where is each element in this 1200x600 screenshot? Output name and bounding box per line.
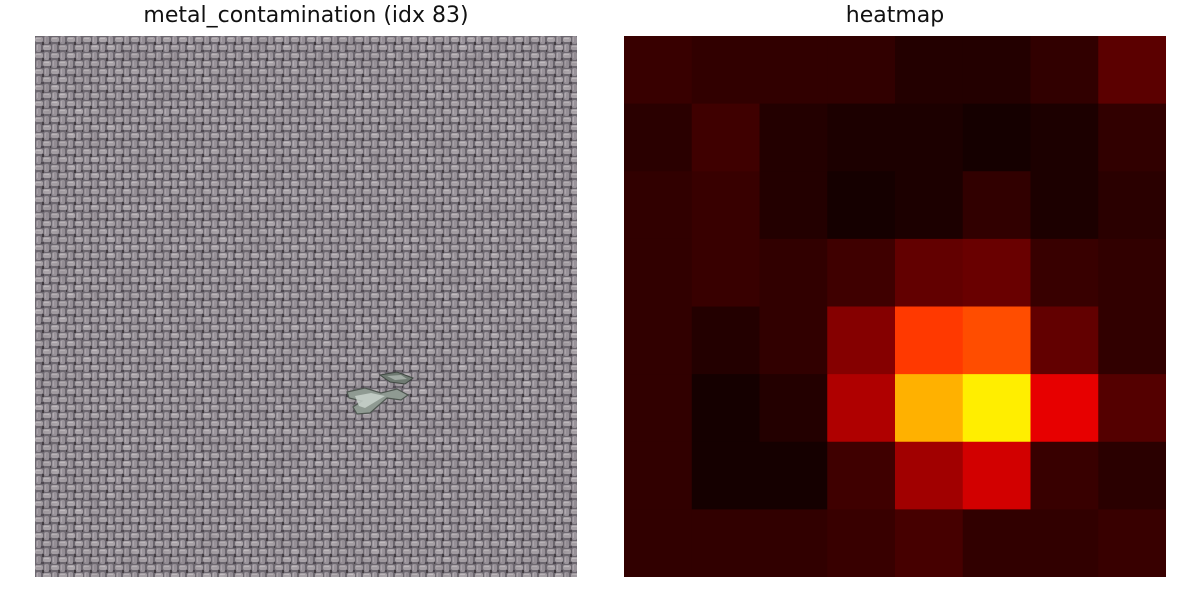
heatmap-cell (624, 239, 692, 307)
heatmap-cell (827, 104, 895, 172)
heatmap-panel (624, 36, 1166, 577)
heatmap-cell (760, 509, 828, 577)
heatmap-cell (827, 374, 895, 442)
heatmap-cell (1031, 374, 1099, 442)
heatmap-cell (895, 239, 963, 307)
heatmap-cell (1031, 171, 1099, 239)
heatmap-cell (895, 36, 963, 104)
heatmap-cell (895, 509, 963, 577)
heatmap-cell (895, 374, 963, 442)
heatmap-cell (895, 104, 963, 172)
heatmap-cell (1098, 104, 1166, 172)
heatmap-cell (827, 171, 895, 239)
heatmap-cell (963, 239, 1031, 307)
heatmap-cell (760, 374, 828, 442)
fabric-image-panel (35, 36, 577, 577)
heatmap-cell (827, 442, 895, 510)
heatmap-cell (895, 171, 963, 239)
heatmap-cell (624, 509, 692, 577)
heatmap-cell (1098, 171, 1166, 239)
heatmap-cell (692, 171, 760, 239)
heatmap-cell (624, 442, 692, 510)
heatmap-grid (624, 36, 1166, 577)
heatmap-cell (1031, 239, 1099, 307)
heatmap-cell (963, 442, 1031, 510)
heatmap-cell (1098, 239, 1166, 307)
heatmap-cell (963, 509, 1031, 577)
heatmap-cell (760, 36, 828, 104)
woven-fabric-texture-icon (35, 36, 577, 577)
heatmap-cell (963, 374, 1031, 442)
heatmap-cell (1031, 442, 1099, 510)
image-panel-title: metal_contamination (idx 83) (35, 0, 577, 32)
heatmap-cell (692, 239, 760, 307)
heatmap-cell (760, 442, 828, 510)
heatmap-cell (1031, 509, 1099, 577)
heatmap-cell (692, 509, 760, 577)
heatmap-cell (1031, 307, 1099, 375)
heatmap-cell (1098, 374, 1166, 442)
heatmap-cell (827, 509, 895, 577)
heatmap-panel-title: heatmap (624, 0, 1166, 32)
heatmap-cell (963, 171, 1031, 239)
heatmap-cell (624, 104, 692, 172)
heatmap-cell (895, 442, 963, 510)
heatmap-cell (692, 36, 760, 104)
heatmap-cell (963, 36, 1031, 104)
heatmap-cell (827, 36, 895, 104)
heatmap-cell (963, 307, 1031, 375)
heatmap-cell (895, 307, 963, 375)
heatmap-cell (692, 442, 760, 510)
heatmap-cell (692, 104, 760, 172)
heatmap-cell (692, 374, 760, 442)
heatmap-cell (624, 374, 692, 442)
heatmap-cell (1098, 36, 1166, 104)
heatmap-cell (827, 239, 895, 307)
heatmap-cell (1098, 442, 1166, 510)
heatmap-cell (760, 307, 828, 375)
heatmap-cell (963, 104, 1031, 172)
heatmap-cell (1098, 509, 1166, 577)
heatmap-cell (1031, 36, 1099, 104)
heatmap-cell (827, 307, 895, 375)
heatmap-cell (760, 239, 828, 307)
heatmap-cell (624, 171, 692, 239)
heatmap-cell (1031, 104, 1099, 172)
heatmap-cell (692, 307, 760, 375)
heatmap-cell (624, 36, 692, 104)
heatmap-cell (760, 171, 828, 239)
heatmap-cell (760, 104, 828, 172)
heatmap-cell (624, 307, 692, 375)
heatmap-cell (1098, 307, 1166, 375)
